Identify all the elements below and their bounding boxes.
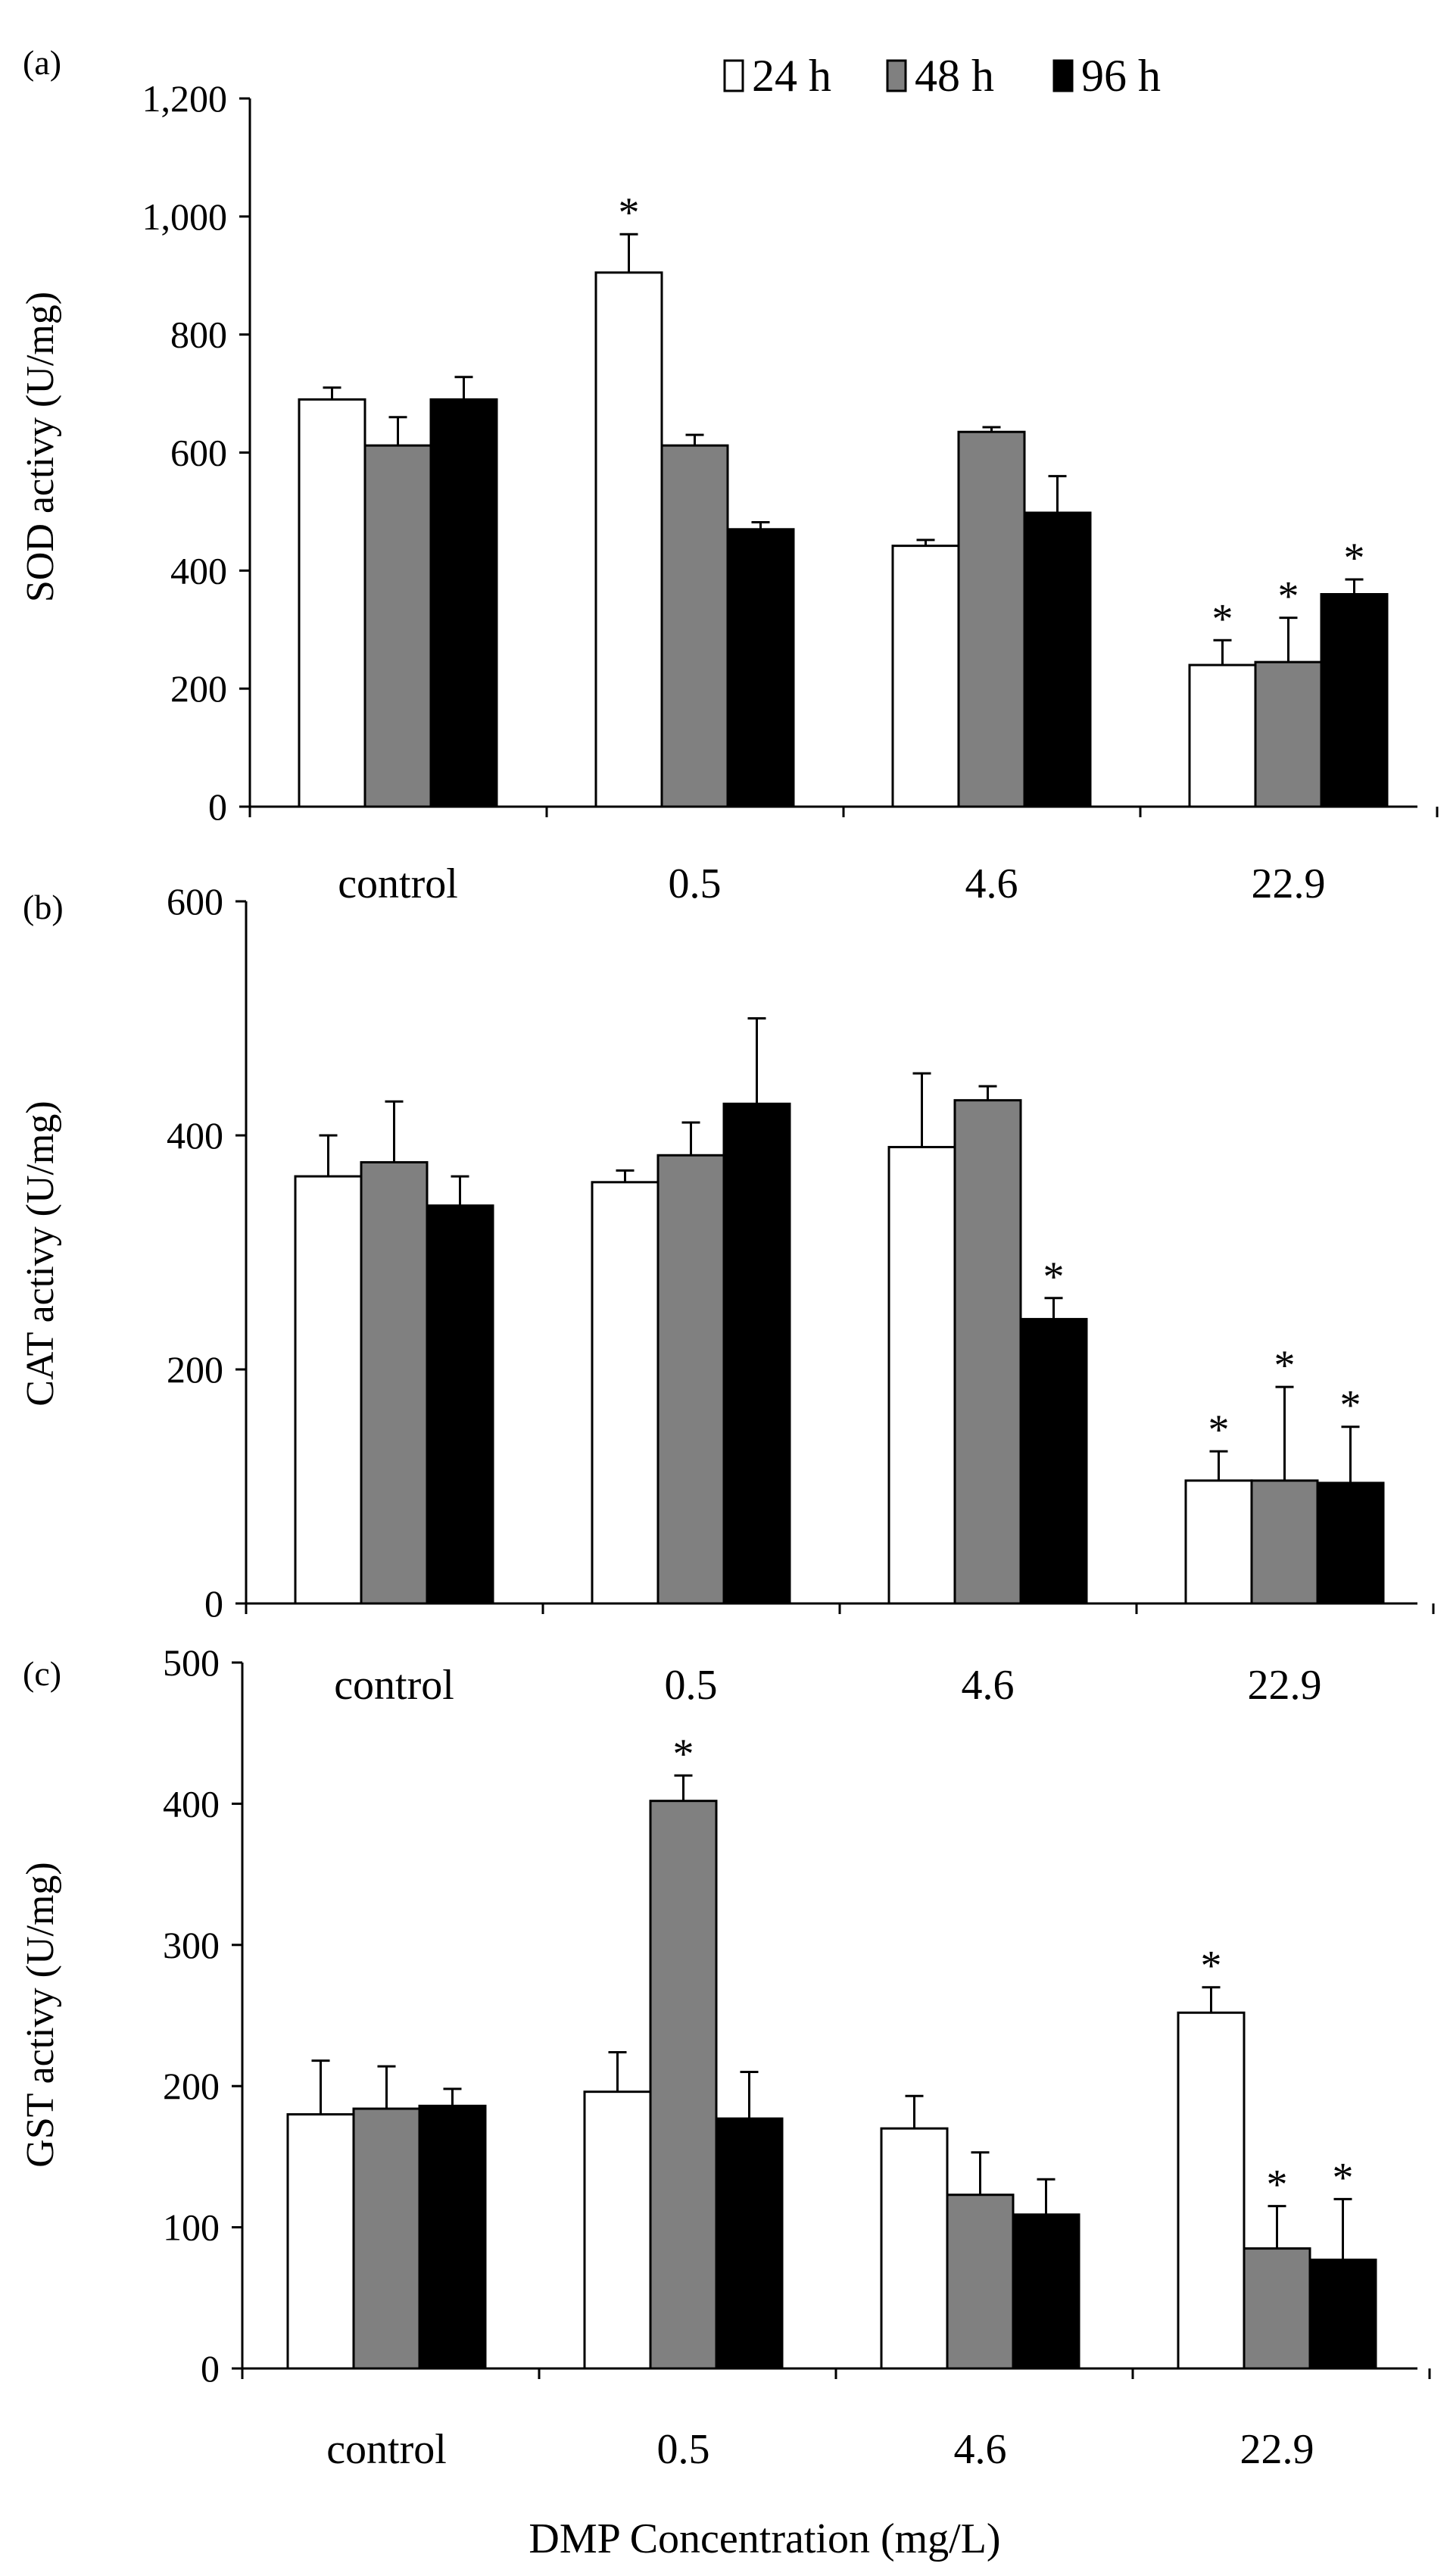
- bar-48h-0.5: [656, 1154, 725, 1605]
- y-tick-label: 0: [204, 1582, 223, 1625]
- bar-24h-4.6: [880, 2127, 949, 2370]
- bar-48h-4.6: [957, 430, 1026, 808]
- bar-96h-control: [426, 1204, 494, 1605]
- y-axis-label: SOD activy (U/mg): [19, 292, 62, 602]
- bar-48h-0.5: [660, 444, 729, 808]
- bar-96h-22.9: [1308, 2258, 1377, 2370]
- x-tick-label: 0.5: [665, 1662, 718, 1709]
- bar-24h-control: [294, 1175, 363, 1605]
- bar-24h-0.5: [583, 2090, 652, 2370]
- y-tick-label: 200: [170, 667, 227, 710]
- legend-label-24h: 24 h: [752, 51, 831, 101]
- y-tick-label: 200: [163, 2065, 220, 2107]
- bar-24h-control: [286, 2112, 355, 2370]
- y-tick-label: 400: [170, 549, 227, 592]
- bar-48h-control: [352, 2107, 421, 2370]
- bar-96h-22.9: [1316, 1482, 1385, 1605]
- y-tick-label: 200: [167, 1348, 223, 1391]
- bar-48h-0.5: [649, 1800, 718, 2370]
- y-tick-label: 600: [170, 432, 227, 474]
- y-tick-label: 600: [167, 880, 223, 923]
- bar-24h-0.5: [594, 271, 663, 808]
- panel-label: (c): [23, 1654, 61, 1693]
- bar-24h-4.6: [891, 545, 960, 808]
- x-tick-label: 22.9: [1252, 860, 1326, 907]
- bar-24h-4.6: [887, 1145, 956, 1605]
- y-axis-label: GST activy (U/mg): [19, 1862, 62, 2167]
- significance-star: *: [673, 1731, 694, 1778]
- bar-96h-control: [418, 2104, 487, 2370]
- significance-star: *: [1212, 595, 1233, 642]
- significance-star: *: [1344, 535, 1365, 582]
- significance-star: *: [619, 189, 640, 236]
- y-tick-label: 400: [167, 1114, 223, 1157]
- bar-24h-control: [298, 398, 366, 808]
- bar-24h-22.9: [1188, 664, 1257, 808]
- bar-96h-4.6: [1023, 511, 1092, 808]
- x-tick-label: control: [334, 1662, 454, 1709]
- panel-cat: (b) 0 200 400 600 CAT activy (U/mg) control 0.5…: [19, 880, 1435, 1709]
- bar-48h-control: [363, 444, 432, 808]
- bar-96h-control: [429, 398, 498, 808]
- significance-star: *: [1340, 1382, 1361, 1429]
- legend: 24 h 48 h 96 h: [723, 51, 1161, 101]
- significance-star: *: [1267, 2162, 1288, 2209]
- legend-swatch-96h: [1052, 59, 1074, 92]
- y-tick-label: 0: [201, 2347, 220, 2390]
- bar-96h-4.6: [1019, 1318, 1088, 1605]
- x-tick-label: 4.6: [965, 860, 1018, 907]
- x-axis-label: DMP Concentration (mg/L): [529, 2515, 1000, 2562]
- legend-swatch-48h: [886, 59, 907, 92]
- bar-48h-22.9: [1243, 2247, 1311, 2370]
- bar-48h-4.6: [953, 1099, 1022, 1605]
- x-tick-label: 0.5: [657, 2426, 710, 2473]
- bar-24h-22.9: [1184, 1479, 1253, 1605]
- legend-swatch-24h: [723, 59, 744, 92]
- bar-96h-4.6: [1012, 2213, 1080, 2370]
- bar-96h-0.5: [726, 528, 795, 808]
- significance-star: *: [1278, 573, 1299, 620]
- x-tick-label: 22.9: [1248, 1662, 1322, 1709]
- bar-48h-22.9: [1250, 1479, 1319, 1605]
- significance-star: *: [1208, 1407, 1230, 1453]
- y-tick-label: 400: [163, 1782, 220, 1825]
- panel-label: (a): [23, 43, 61, 82]
- panel-sod: (a) 0 200 400 600 800 1,000 1,200 SOD activy (U/…: [19, 43, 1439, 907]
- significance-star: *: [1201, 1943, 1222, 1990]
- panel-label: (b): [23, 888, 64, 926]
- bar-24h-22.9: [1177, 2011, 1246, 2370]
- y-axis-label: CAT activy (U/mg): [19, 1101, 62, 1406]
- x-tick-label: 0.5: [669, 860, 722, 907]
- x-tick-label: 4.6: [962, 1662, 1015, 1709]
- y-tick-label: 0: [208, 785, 227, 828]
- bar-96h-22.9: [1320, 593, 1389, 808]
- y-tick-label: 300: [163, 1924, 220, 1966]
- bar-48h-4.6: [946, 2194, 1015, 2370]
- legend-label-48h: 48 h: [915, 51, 994, 101]
- significance-star: *: [1333, 2154, 1354, 2201]
- bar-24h-0.5: [591, 1181, 660, 1605]
- significance-star: *: [1274, 1342, 1296, 1389]
- bar-48h-control: [360, 1161, 429, 1605]
- bar-96h-0.5: [722, 1102, 791, 1605]
- x-tick-label: control: [338, 860, 458, 907]
- y-tick-label: 100: [163, 2206, 220, 2249]
- y-tick-label: 500: [163, 1641, 220, 1684]
- y-tick-label: 800: [170, 314, 227, 356]
- x-tick-label: control: [326, 2426, 447, 2473]
- y-tick-label: 1,000: [142, 195, 228, 238]
- x-tick-label: 4.6: [954, 2426, 1007, 2473]
- y-tick-label: 1,200: [142, 77, 228, 120]
- bar-48h-22.9: [1254, 660, 1323, 808]
- panel-gst: (c) 0 100 200 300 400 500 GST activy (U/mg) cont…: [19, 1641, 1431, 2473]
- x-tick-label: 22.9: [1240, 2426, 1314, 2473]
- significance-star: *: [1043, 1254, 1065, 1300]
- bar-96h-0.5: [715, 2117, 784, 2370]
- legend-label-96h: 96 h: [1081, 51, 1161, 101]
